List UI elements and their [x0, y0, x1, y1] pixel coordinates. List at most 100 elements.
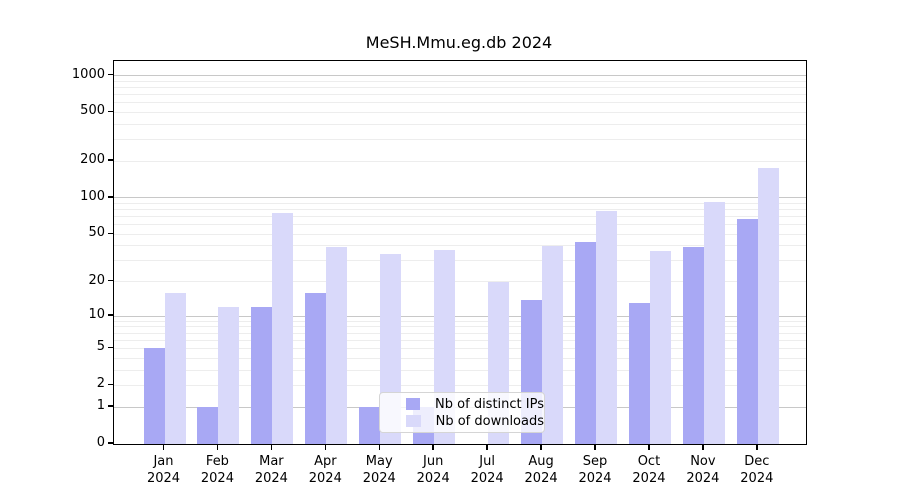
x-tick-label: Nov 2024	[663, 453, 743, 487]
x-tick-mark	[378, 444, 380, 450]
x-tick-mark	[648, 444, 650, 450]
x-tick-label: Oct 2024	[609, 453, 689, 487]
bar-downloads	[164, 292, 186, 444]
gridline-minor	[114, 224, 806, 226]
gridline-minor	[114, 384, 806, 386]
x-tick-month: Dec	[744, 454, 770, 469]
gridline-minor	[114, 320, 806, 322]
x-tick-month: Jul	[479, 454, 495, 469]
x-tick-month: Sep	[582, 454, 608, 469]
gridline-major	[114, 75, 806, 77]
bar-downloads	[703, 202, 725, 444]
x-tick-month: Jan	[153, 454, 174, 469]
bar-downloads	[596, 210, 618, 444]
x-tick-year: 2024	[686, 471, 720, 486]
gridline-minor	[114, 369, 806, 371]
x-tick-month: Apr	[314, 454, 337, 469]
legend: Nb of distinct IPs Nb of downloads	[379, 392, 545, 433]
legend-swatch-downloads	[406, 415, 421, 427]
y-tick-mark	[108, 279, 114, 282]
legend-item-downloads: Nb of downloads	[406, 414, 544, 429]
x-tick-mark	[270, 444, 273, 450]
x-tick-month: Nov	[690, 454, 716, 469]
gridline-major	[114, 197, 806, 199]
y-tick-mark	[108, 383, 114, 386]
gridline-minor	[114, 233, 806, 235]
x-tick-month: Feb	[205, 454, 229, 469]
x-tick-mark	[432, 444, 434, 450]
x-tick-label: Sep 2024	[555, 453, 635, 487]
x-tick-year: 2024	[308, 471, 342, 486]
x-tick-month: Aug	[528, 454, 554, 469]
y-tick-mark	[108, 346, 114, 349]
y-tick-mark	[108, 196, 114, 198]
x-tick-year: 2024	[362, 471, 396, 486]
x-tick-label: Mar 2024	[231, 453, 311, 487]
y-tick-label: 2	[96, 376, 105, 392]
y-tick-label: 0	[96, 435, 105, 450]
x-tick-label: Jun 2024	[393, 453, 473, 487]
chart-title: MeSH.Mmu.eg.db 2024	[365, 33, 553, 52]
gridline-major	[114, 315, 806, 317]
gridline-minor	[114, 123, 806, 125]
bar-ips	[736, 218, 758, 444]
bar-ips	[682, 247, 704, 444]
gridline-minor	[114, 216, 806, 218]
bar-ips	[197, 407, 219, 444]
x-tick-year: 2024	[578, 471, 612, 486]
x-tick-month: Oct	[637, 454, 661, 469]
x-tick-mark	[324, 444, 327, 450]
x-tick-label: Jul 2024	[447, 453, 527, 487]
bar-downloads	[649, 251, 671, 444]
gridline-minor	[114, 94, 806, 96]
gridline-minor	[114, 281, 806, 283]
x-tick-mark	[702, 444, 704, 450]
x-tick-mark	[756, 444, 758, 450]
y-tick-label: 20	[88, 272, 105, 288]
legend-item-ips: Nb of distinct IPs	[406, 396, 544, 412]
x-tick-mark	[594, 444, 596, 450]
gridline-minor	[114, 160, 806, 162]
x-tick-mark	[540, 444, 542, 450]
y-tick-label: 10	[88, 307, 105, 323]
bar-ips	[251, 307, 273, 444]
x-tick-mark	[216, 444, 219, 450]
legend-swatch-ips	[406, 398, 421, 410]
x-tick-month: May	[365, 454, 393, 469]
x-tick-year: 2024	[146, 471, 181, 486]
x-tick-year: 2024	[200, 471, 234, 486]
gridline-minor	[114, 111, 806, 113]
bar-downloads	[272, 213, 294, 444]
bar-ips	[143, 348, 165, 444]
y-tick-mark	[108, 232, 114, 235]
y-tick-mark	[108, 159, 114, 161]
x-tick-year: 2024	[470, 471, 504, 486]
bar-ips	[305, 292, 327, 444]
gridline-minor	[114, 347, 806, 349]
x-tick-year: 2024	[254, 471, 288, 486]
x-tick-label: Dec 2024	[717, 453, 797, 487]
legend-label-ips: Nb of distinct IPs	[435, 396, 544, 412]
gridline-minor	[114, 245, 806, 247]
y-tick-mark	[108, 110, 114, 113]
x-tick-year: 2024	[416, 471, 450, 486]
gridline-minor	[114, 80, 806, 82]
x-tick-mark	[486, 444, 488, 450]
gridline-minor	[114, 357, 806, 359]
x-tick-label: Jan 2024	[124, 453, 204, 487]
y-tick-label: 1	[96, 398, 105, 414]
bar-downloads	[757, 168, 779, 444]
bar-downloads	[218, 307, 240, 444]
bar-ips	[359, 407, 381, 444]
gridline-minor	[114, 260, 806, 262]
gridline-minor	[114, 202, 806, 204]
y-tick-mark	[108, 73, 114, 76]
y-tick-label: 200	[80, 152, 105, 168]
x-tick-label: Aug 2024	[501, 453, 581, 487]
gridline-minor	[114, 139, 806, 141]
gridline-minor	[114, 102, 806, 104]
x-tick-year: 2024	[740, 471, 774, 486]
x-tick-year: 2024	[632, 471, 666, 486]
y-tick-label: 1000	[71, 66, 105, 82]
